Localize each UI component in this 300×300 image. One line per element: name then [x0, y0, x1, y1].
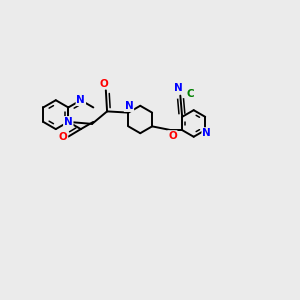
Text: N: N	[175, 83, 183, 93]
Text: N: N	[124, 101, 133, 111]
Text: O: O	[58, 132, 68, 142]
Text: O: O	[168, 131, 177, 141]
Text: O: O	[100, 79, 109, 88]
Text: N: N	[202, 128, 211, 138]
Text: N: N	[64, 117, 73, 127]
Text: N: N	[76, 95, 85, 105]
Text: C: C	[187, 89, 194, 99]
